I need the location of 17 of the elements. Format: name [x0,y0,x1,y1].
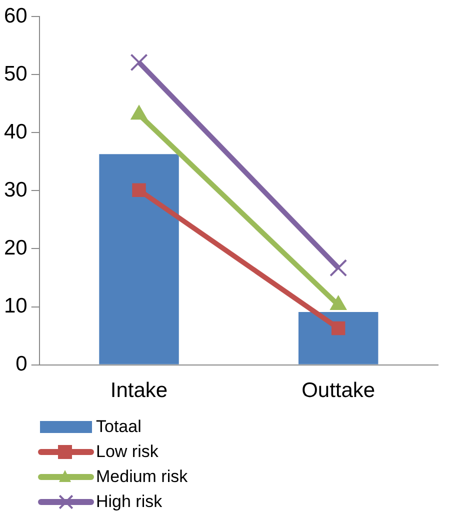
y-tick-label: 10 [4,294,28,318]
y-tick-label: 20 [4,236,28,260]
y-tick-label: 40 [4,120,28,144]
legend-label: Totaal [96,416,142,436]
x-tick-label: Intake [110,379,168,402]
legend-label: High risk [96,492,162,512]
y-tick-label: 50 [4,62,28,86]
x-tick-label: Outtake [302,379,376,402]
y-tick-label: 60 [4,4,28,28]
legend-label: Low risk [96,442,158,462]
point [330,259,348,277]
legend-label: Medium risk [96,466,188,486]
y-tick-label: 0 [16,352,28,376]
point [331,321,346,336]
y-tick-label: 30 [4,178,28,202]
point [132,183,146,197]
point [130,54,148,72]
